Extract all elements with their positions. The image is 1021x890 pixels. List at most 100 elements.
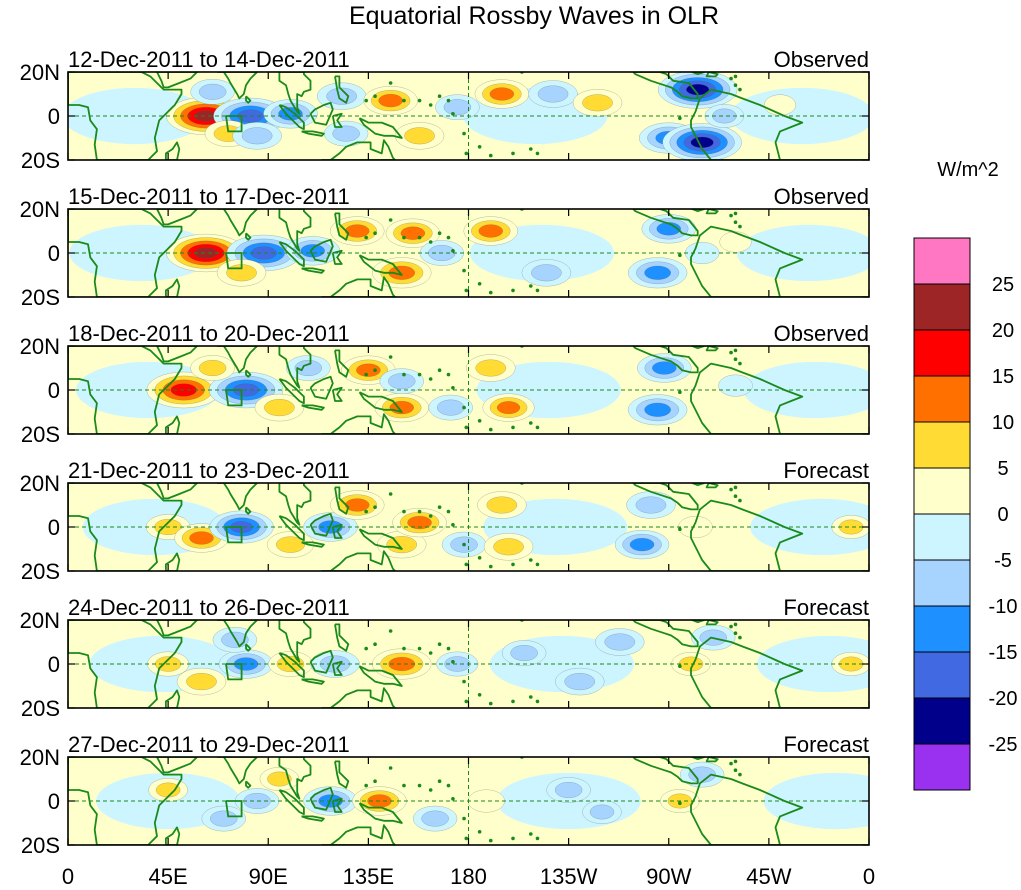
coastline: [358, 391, 403, 413]
island: [388, 629, 393, 633]
y-tick-label: 20S: [21, 559, 60, 584]
island: [437, 642, 442, 646]
coastline: [217, 346, 258, 374]
island: [733, 83, 738, 87]
colorbar-label: -25: [989, 734, 1018, 756]
coastline: [245, 780, 252, 789]
colorbar-label: 10: [992, 412, 1014, 434]
island: [678, 801, 682, 805]
island: [529, 284, 533, 288]
island: [373, 368, 377, 373]
coastline: [156, 483, 198, 500]
island: [428, 514, 433, 518]
colorbar-swatch: [913, 421, 971, 469]
island: [364, 646, 368, 651]
coastline: [217, 483, 258, 511]
coastline: [278, 757, 312, 800]
coastline: [309, 512, 334, 537]
island: [511, 562, 515, 567]
colorbar: 25 20 15 10 5 0 -5 -10 -15 -20 -25: [913, 237, 1018, 791]
colorbar-label: 20: [992, 320, 1014, 342]
island: [733, 357, 738, 362]
island: [511, 288, 515, 293]
anomaly-contour: [493, 538, 524, 556]
anomaly-contour: [326, 87, 357, 105]
island: [733, 74, 738, 79]
panel-date-range: 21-Dec-2011 to 23-Dec-2011: [68, 458, 350, 483]
anomaly-contour: [356, 363, 381, 377]
coastline: [278, 483, 312, 526]
island: [464, 151, 469, 156]
coastline: [705, 72, 719, 78]
island: [446, 235, 451, 240]
y-tick-label: 0: [48, 378, 60, 403]
coastline: [689, 757, 706, 761]
island: [464, 699, 469, 704]
panel-1: 20N 0 20S 12-Dec-2011 to 14-Dec-2011 Observe…: [20, 47, 870, 173]
coastline: [245, 95, 252, 104]
coastline: [690, 362, 869, 434]
island: [678, 527, 682, 531]
anomaly-contour: [404, 127, 435, 145]
island: [437, 231, 442, 235]
coastline: [301, 815, 325, 822]
coastline: [245, 643, 252, 652]
background-band: [68, 87, 207, 145]
colorbar-swatch: [913, 329, 971, 377]
island: [464, 562, 469, 567]
island: [364, 509, 368, 514]
y-tick-label: 0: [48, 789, 60, 814]
coastline: [358, 254, 403, 276]
island: [511, 425, 515, 430]
panel-date-range: 18-Dec-2011 to 20-Dec-2011: [68, 321, 350, 346]
y-tick-label: 0: [48, 652, 60, 677]
island: [733, 768, 738, 772]
island: [388, 218, 393, 222]
coastline: [217, 757, 258, 785]
coastline: [217, 209, 258, 237]
island: [477, 556, 482, 560]
coastline: [165, 826, 181, 845]
panel-status: Observed: [774, 184, 869, 209]
coastline: [309, 375, 334, 400]
coastline: [705, 346, 719, 352]
colorbar-swatch: [913, 283, 971, 331]
island: [733, 348, 738, 353]
anomaly-contour: [718, 374, 753, 397]
island: [488, 153, 493, 158]
coastline: [321, 139, 396, 160]
coastline: [301, 404, 325, 411]
anomaly-contour: [443, 99, 472, 116]
coastline: [68, 620, 183, 708]
island: [529, 558, 533, 562]
coastline: [245, 506, 252, 515]
coastline: [321, 413, 396, 434]
anomaly-contour: [194, 247, 218, 259]
coastline: [358, 802, 403, 824]
coastline: [358, 528, 403, 550]
island: [464, 836, 469, 841]
anomaly-contour: [267, 771, 292, 787]
anomaly-contour: [332, 125, 360, 142]
island: [678, 390, 682, 395]
island: [402, 98, 406, 103]
island: [535, 425, 540, 430]
coastline: [358, 117, 403, 139]
panel-status: Forecast: [783, 732, 869, 757]
anomaly-contour: [294, 360, 322, 377]
island: [446, 509, 451, 514]
colorbar-label: 25: [992, 274, 1014, 296]
island: [388, 492, 393, 496]
colorbar-label: -5: [994, 550, 1012, 572]
coastline: [68, 483, 183, 571]
anomaly-contour: [241, 127, 273, 145]
island: [364, 372, 368, 377]
island: [729, 487, 733, 492]
panels: 20N 0 20S 12-Dec-2011 to 14-Dec-2011 Observe…: [20, 47, 870, 858]
y-tick-label: 0: [48, 515, 60, 540]
colorbar-label: -15: [989, 642, 1018, 664]
anomaly-contour: [345, 498, 370, 512]
island: [417, 783, 422, 788]
anomaly-contour: [478, 224, 503, 238]
y-tick-label: 20N: [20, 60, 60, 85]
